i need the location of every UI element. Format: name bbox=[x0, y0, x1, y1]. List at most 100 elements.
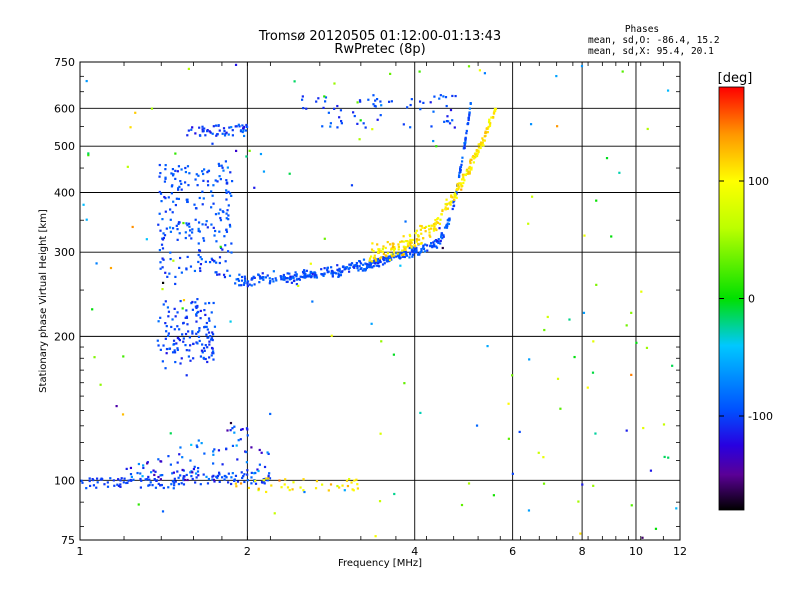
colorbar-tick-label: 0 bbox=[748, 293, 755, 306]
echo-point bbox=[465, 169, 468, 172]
echo-point bbox=[583, 234, 586, 237]
echo-point bbox=[458, 182, 461, 185]
echo-point bbox=[253, 472, 256, 475]
echo-point bbox=[462, 181, 465, 185]
echo-point bbox=[451, 207, 454, 211]
echo-point bbox=[330, 272, 333, 275]
echo-point bbox=[370, 260, 374, 263]
echo-point bbox=[257, 488, 260, 492]
echo-point bbox=[356, 101, 359, 104]
echo-point bbox=[428, 228, 431, 231]
echo-point bbox=[240, 275, 244, 279]
echo-point bbox=[198, 329, 201, 332]
echo-point bbox=[330, 266, 333, 269]
echo-point bbox=[225, 179, 228, 182]
echo-point bbox=[172, 487, 175, 490]
echo-point bbox=[401, 249, 404, 252]
echo-point bbox=[435, 228, 438, 232]
echo-point bbox=[433, 95, 436, 98]
echo-point bbox=[142, 464, 145, 467]
echo-point bbox=[266, 274, 269, 277]
echo-point bbox=[186, 198, 189, 201]
echo-point bbox=[410, 98, 413, 101]
echo-point bbox=[630, 311, 633, 314]
echo-point bbox=[389, 72, 392, 75]
echo-point bbox=[410, 245, 413, 248]
echo-point bbox=[224, 160, 228, 163]
echo-point bbox=[159, 172, 162, 175]
echo-point bbox=[194, 132, 197, 135]
echo-point bbox=[353, 264, 356, 267]
echo-point bbox=[173, 349, 176, 352]
echo-point bbox=[230, 242, 233, 245]
echo-point bbox=[402, 253, 405, 256]
echo-point bbox=[121, 413, 125, 416]
echo-point bbox=[392, 251, 396, 254]
echo-point bbox=[217, 212, 220, 215]
echo-point bbox=[202, 130, 205, 133]
echo-point bbox=[126, 165, 129, 168]
echo-point bbox=[298, 278, 301, 281]
echo-point bbox=[186, 134, 189, 137]
echo-point bbox=[180, 357, 183, 360]
echo-point bbox=[112, 479, 115, 482]
echo-point bbox=[157, 344, 160, 347]
echo-point bbox=[198, 126, 201, 129]
echo-point bbox=[527, 222, 530, 225]
echo-point bbox=[379, 100, 382, 103]
echo-point bbox=[466, 122, 469, 126]
echo-point bbox=[268, 472, 271, 475]
echo-point bbox=[272, 280, 275, 283]
echo-point bbox=[171, 211, 174, 214]
echo-point bbox=[157, 458, 160, 461]
echo-point bbox=[478, 143, 482, 146]
echo-point bbox=[421, 247, 425, 250]
echo-point bbox=[461, 156, 464, 159]
echo-point bbox=[386, 241, 389, 244]
echo-point bbox=[610, 235, 613, 238]
echo-point bbox=[455, 187, 459, 191]
echo-point bbox=[349, 263, 353, 267]
echo-point bbox=[224, 260, 227, 263]
echo-point bbox=[202, 239, 206, 242]
echo-point bbox=[366, 265, 369, 268]
echo-point bbox=[511, 472, 514, 475]
echo-point bbox=[250, 277, 254, 280]
echo-point bbox=[210, 337, 214, 340]
echo-point bbox=[173, 328, 176, 331]
echo-point bbox=[187, 355, 190, 358]
echo-point bbox=[161, 218, 164, 221]
echo-point bbox=[424, 243, 427, 246]
echo-point bbox=[460, 163, 463, 166]
echo-point bbox=[395, 252, 398, 255]
echo-point bbox=[179, 179, 182, 183]
echo-point bbox=[165, 347, 169, 351]
echo-point bbox=[438, 222, 442, 225]
echo-point bbox=[347, 267, 350, 270]
echo-point bbox=[239, 428, 243, 431]
echo-point bbox=[434, 227, 437, 230]
echo-point bbox=[391, 253, 395, 256]
echo-point bbox=[191, 471, 194, 474]
echo-point bbox=[333, 107, 336, 110]
echo-point bbox=[415, 238, 418, 241]
echo-point bbox=[266, 479, 270, 482]
echo-point bbox=[182, 337, 185, 340]
echo-point bbox=[377, 265, 381, 268]
echo-point bbox=[202, 473, 205, 476]
echo-point bbox=[301, 275, 304, 279]
echo-point bbox=[353, 114, 356, 118]
echo-point bbox=[390, 258, 393, 261]
echo-point bbox=[197, 221, 201, 224]
echo-point bbox=[274, 277, 277, 280]
echo-point bbox=[157, 223, 160, 226]
echo-point bbox=[463, 173, 466, 176]
echo-point bbox=[161, 281, 165, 284]
echo-point bbox=[184, 166, 187, 170]
echo-point bbox=[340, 122, 343, 125]
echo-point bbox=[333, 82, 336, 85]
echo-point bbox=[201, 223, 204, 226]
echo-point bbox=[433, 225, 436, 228]
echo-point bbox=[315, 276, 319, 279]
